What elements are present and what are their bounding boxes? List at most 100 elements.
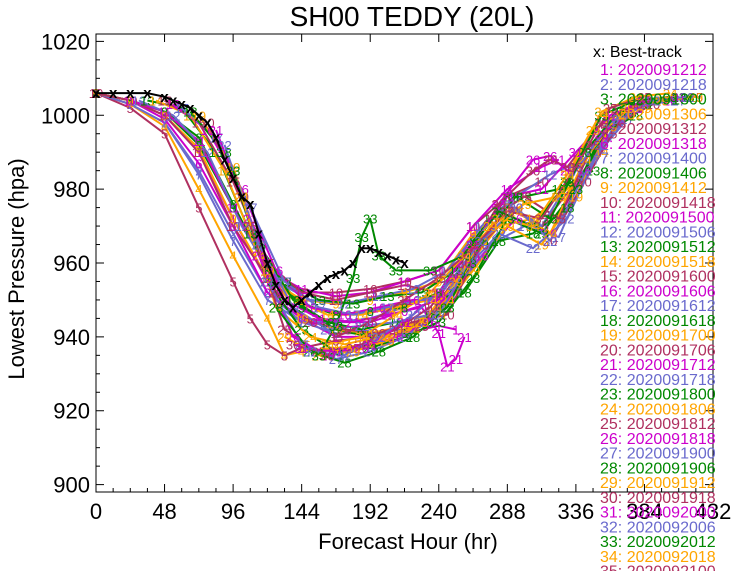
series-point-label: 24 <box>269 300 283 315</box>
series-point-label: 17 <box>346 308 360 323</box>
series-point-label: 4 <box>161 119 168 134</box>
series-point-label: 1 <box>435 319 442 334</box>
series-point-label: 4 <box>401 322 408 337</box>
series-point-label: 34 <box>526 219 540 234</box>
series-point-label: 6 <box>332 315 339 330</box>
legend-item: 31: 2020092000 <box>600 505 716 522</box>
best-track-point: x <box>375 244 384 261</box>
series-point-label: 32 <box>680 90 694 105</box>
series-point-label: 17 <box>552 230 566 245</box>
series-point-label: 10 <box>363 282 377 297</box>
series-point-label: 34 <box>457 249 471 264</box>
series-point-label: 16 <box>337 308 351 323</box>
series-point-label: 13 <box>552 182 566 197</box>
series-point-label: 35 <box>397 293 411 308</box>
series-point-label: 1 <box>264 274 271 289</box>
series-point-label: 26 <box>629 101 643 116</box>
series-point-label: 17 <box>174 101 188 116</box>
x-axis: 0 48 96 144 192 240 288 336 384 432 <box>90 34 731 524</box>
best-track-point: x <box>280 292 289 309</box>
series-point-label: 8 <box>127 93 134 108</box>
best-track-point: x <box>178 96 187 113</box>
series-point-label: 2 <box>332 326 339 341</box>
series-point-label: 23 <box>534 226 548 241</box>
series-point-label: 14 <box>594 145 608 160</box>
series-point-label: 7 <box>401 300 408 315</box>
series-point-label: 20 <box>406 315 420 330</box>
legend-item: 6: 2020091318 <box>600 136 707 153</box>
series-point-label: 8 <box>195 130 202 145</box>
series-point-label: 16 <box>577 164 591 179</box>
series-point-label: 18 <box>320 315 334 330</box>
series-point-label: 16 <box>440 293 454 308</box>
series-point-label: 33 <box>312 348 326 363</box>
series-point-label: 28 <box>337 356 351 371</box>
series-line <box>215 129 466 368</box>
y-tick-label: 1020 <box>41 29 90 54</box>
series-point-label: 26 <box>286 330 300 345</box>
series-point-label: 17 <box>483 238 497 253</box>
series-point-label: 31 <box>534 182 548 197</box>
series-point-label: 27 <box>569 164 583 179</box>
series-point-label: 25 <box>586 138 600 153</box>
series-point-label: 22 <box>594 138 608 153</box>
series-point-label: 25 <box>277 322 291 337</box>
series-point-label: 29 <box>517 197 531 212</box>
series-point-label: 13 <box>243 226 257 241</box>
series-point-label: 3 <box>161 105 168 120</box>
series-point-label: 28 <box>543 212 557 227</box>
series-point-label: 32 <box>646 93 660 108</box>
series-point-label: 4 <box>332 341 339 356</box>
best-track-point: x <box>366 240 375 257</box>
series-point-label: 34 <box>663 86 677 101</box>
series-point-label: 25 <box>414 319 428 334</box>
series-point-label: 26 <box>354 341 368 356</box>
series-point-label: 26 <box>492 197 506 212</box>
series-point-label: 33 <box>594 108 608 123</box>
series-point-label: 15 <box>500 201 514 216</box>
series-point-label: 3 <box>127 93 134 108</box>
series-point-label: 17 <box>517 219 531 234</box>
series-point-label: 7 <box>161 116 168 131</box>
series-point-label: 9 <box>332 297 339 312</box>
series-point-label: 20 <box>474 238 488 253</box>
series-point-label: 33 <box>329 319 343 334</box>
series-point-label: 25 <box>517 190 531 205</box>
series-point-label: 29 <box>689 90 703 105</box>
series-point-label: 14 <box>320 308 334 323</box>
y-tick-label: 1000 <box>41 103 90 128</box>
series-point-label: 23 <box>294 322 308 337</box>
series-point-label: 26 <box>389 330 403 345</box>
series-point-label: 11 <box>261 263 275 278</box>
series-point-label: 11 <box>124 93 138 108</box>
series-point-label: 4 <box>367 337 374 352</box>
series-point-label: 25 <box>243 219 257 234</box>
series-point-label: 16 <box>200 123 214 138</box>
series-point-label: 27 <box>466 249 480 264</box>
series-point-label: 23 <box>329 345 343 360</box>
series-point-label: 33 <box>346 271 360 286</box>
series-point-label: 28 <box>509 190 523 205</box>
series-point-label: 26 <box>663 93 677 108</box>
series-point-label: 30 <box>389 322 403 337</box>
series-point-label: 27 <box>432 308 446 323</box>
x-tick-label: 336 <box>558 499 595 524</box>
series-point-label: 29 <box>620 101 634 116</box>
series-point-label: 28 <box>303 345 317 360</box>
series-point-label: 10 <box>226 219 240 234</box>
series-point-label: 15 <box>569 175 583 190</box>
series-point-label: 35 <box>534 212 548 227</box>
series-point-label: 24 <box>474 234 488 249</box>
series-point-label: 31 <box>603 108 617 123</box>
series-point-label: 32 <box>612 112 626 127</box>
series-point-label: 33 <box>372 249 386 264</box>
best-track-point: x <box>289 299 298 316</box>
series-point-label: 22 <box>560 212 574 227</box>
series-point-label: 22 <box>320 322 334 337</box>
series-point-label: 7 <box>127 97 134 112</box>
series-point-label: 7 <box>367 311 374 326</box>
best-track-point: x <box>323 270 332 287</box>
series-point-label: 32 <box>509 201 523 216</box>
series-point-label: 26 <box>526 153 540 168</box>
